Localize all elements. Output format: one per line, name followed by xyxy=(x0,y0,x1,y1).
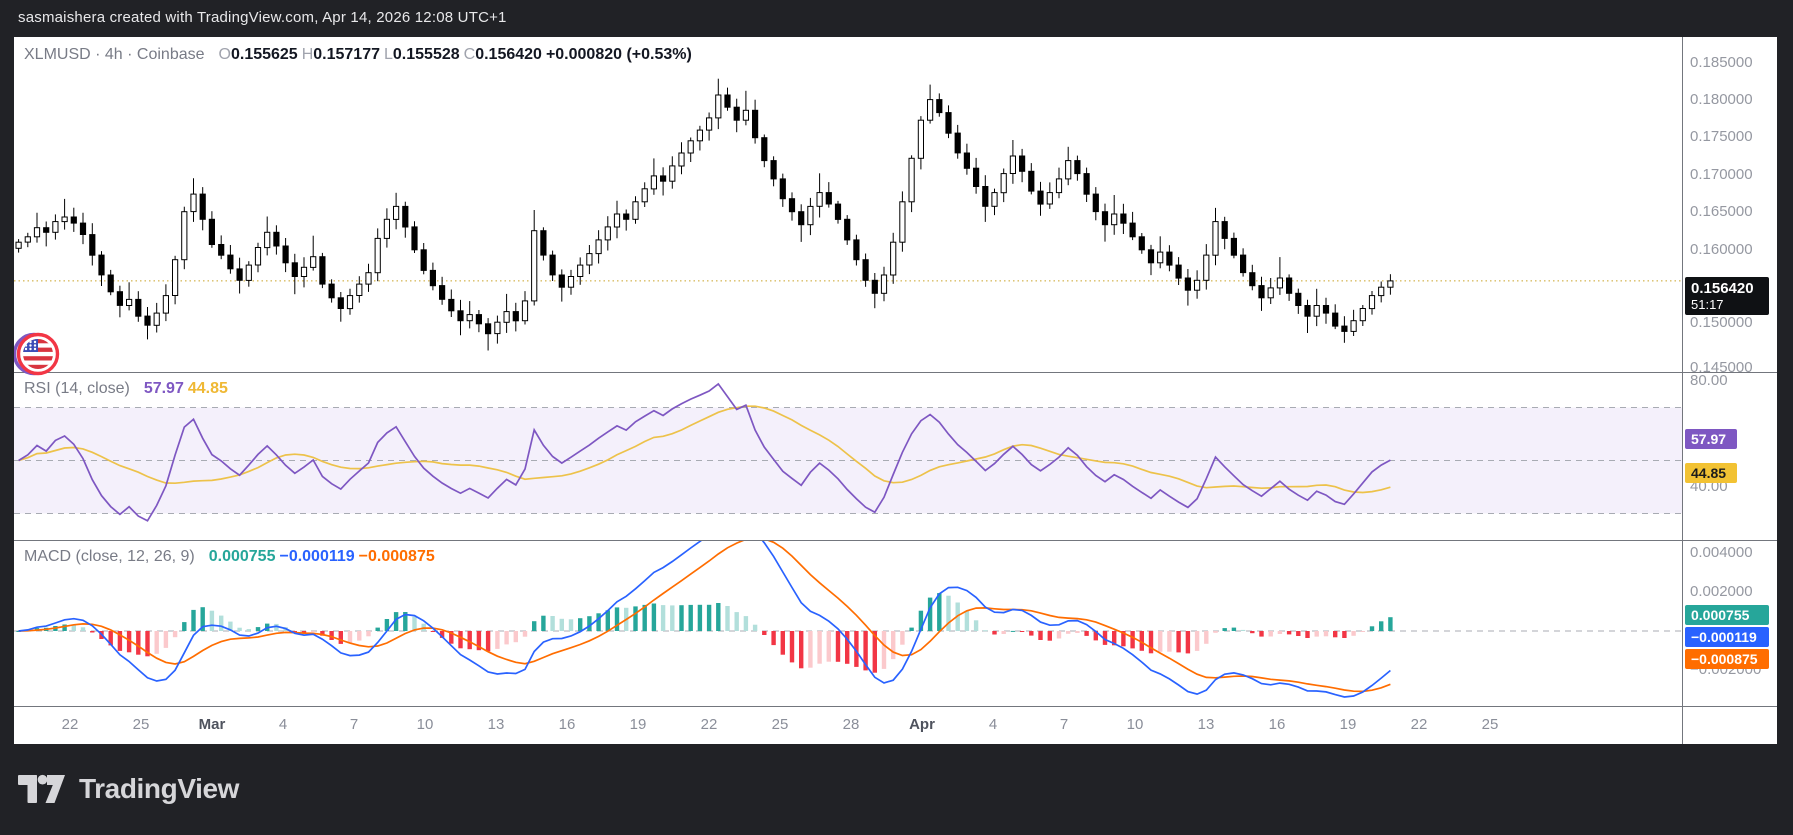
us-flag-sticker-icon xyxy=(14,332,60,376)
symbol-title: XLMUSD · 4h · Coinbase xyxy=(24,46,205,63)
pane-separator-rsi xyxy=(14,372,1777,373)
time-axis-label: 19 xyxy=(1339,716,1357,733)
macd-pane-chart[interactable] xyxy=(14,540,1682,706)
macd-axis-label: 0.004000 xyxy=(1690,544,1753,561)
time-axis-label: 4 xyxy=(988,716,998,733)
time-axis-label: 4 xyxy=(278,716,288,733)
time-axis-separator xyxy=(14,706,1777,707)
change-value: +0.000820 (+0.53%) xyxy=(545,46,692,63)
time-axis-label: 28 xyxy=(842,716,860,733)
macd-hist-value: 0.000755 xyxy=(208,548,276,565)
macd-legend[interactable]: MACD (close, 12, 26, 9) 0.000755 −0.000119… xyxy=(24,548,435,566)
macd-title: MACD (close, 12, 26, 9) xyxy=(24,548,195,565)
time-axis-label: 22 xyxy=(700,716,718,733)
rsi-title: RSI (14, close) xyxy=(24,380,130,397)
chart-area: XLMUSD · 4h · Coinbase O0.155625 H0.157177… xyxy=(14,37,1777,744)
high-value: 0.157177 xyxy=(313,46,380,63)
time-axis-label: 13 xyxy=(1197,716,1215,733)
time-axis-label: 10 xyxy=(1126,716,1144,733)
time-axis[interactable]: 22 25 Mar 4 7 10 13 16 19 22 25 28 Apr 4 7 10 13 16 19 22 25 xyxy=(14,707,1682,744)
time-axis-label: 10 xyxy=(416,716,434,733)
watermark-title: sasmaishera created with TradingView.com… xyxy=(18,9,507,26)
rsi-value: 57.97 xyxy=(143,380,184,397)
macd-hist-badge: 0.000755 xyxy=(1685,605,1769,625)
close-label: C xyxy=(463,46,476,63)
time-axis-label: 22 xyxy=(61,716,79,733)
time-axis-label: Apr xyxy=(909,716,935,733)
time-axis-label: 13 xyxy=(487,716,505,733)
close-value: 0.156420 xyxy=(475,46,542,63)
price-pane-chart[interactable] xyxy=(14,37,1682,372)
macd-signal-badge: −0.000875 xyxy=(1685,649,1769,669)
bar-countdown: 51:17 xyxy=(1691,297,1724,312)
time-axis-label: 7 xyxy=(1059,716,1069,733)
price-axis-label: 0.170000 xyxy=(1690,166,1753,183)
time-axis-label: 25 xyxy=(132,716,150,733)
rsi-value-badge: 57.97 xyxy=(1685,429,1737,449)
rsi-axis-label: 80.00 xyxy=(1690,372,1728,389)
price-axis-label: 0.185000 xyxy=(1690,54,1753,71)
macd-axis-label: 0.002000 xyxy=(1690,583,1753,600)
last-price-badge: 0.156420 51:17 xyxy=(1685,277,1769,315)
rsi-pane-chart[interactable] xyxy=(14,372,1682,540)
macd-line-value: −0.000119 xyxy=(279,548,355,565)
rsi-ma-value: 44.85 xyxy=(187,380,228,397)
low-value: 0.155528 xyxy=(392,46,460,63)
price-axis-label: 0.160000 xyxy=(1690,241,1753,258)
time-axis-label: 25 xyxy=(1481,716,1499,733)
time-axis-label: 22 xyxy=(1410,716,1428,733)
time-axis-label: 25 xyxy=(771,716,789,733)
pane-separator-macd xyxy=(14,540,1777,541)
price-axis-label: 0.165000 xyxy=(1690,203,1753,220)
price-axis-label: 0.180000 xyxy=(1690,91,1753,108)
time-axis-label: 7 xyxy=(349,716,359,733)
rsi-legend[interactable]: RSI (14, close) 57.97 44.85 xyxy=(24,380,228,398)
time-axis-label: 19 xyxy=(629,716,647,733)
price-axis-label: 0.150000 xyxy=(1690,314,1753,331)
time-axis-label: Mar xyxy=(198,716,226,733)
price-scale-divider xyxy=(1682,37,1683,744)
time-axis-label: 16 xyxy=(1268,716,1286,733)
price-axis-label: 0.175000 xyxy=(1690,128,1753,145)
tradingview-logo[interactable]: TradingView xyxy=(18,772,239,806)
tradingview-logo-text: TradingView xyxy=(79,773,240,804)
tradingview-logo-icon xyxy=(18,774,65,803)
last-price-value: 0.156420 xyxy=(1691,280,1754,297)
open-label: O xyxy=(218,46,231,63)
macd-line-badge: −0.000119 xyxy=(1685,627,1769,647)
time-axis-label: 16 xyxy=(558,716,576,733)
high-label: H xyxy=(301,46,314,63)
open-value: 0.155625 xyxy=(230,46,298,63)
rsi-ma-badge: 44.85 xyxy=(1685,463,1737,483)
macd-signal-value: −0.000875 xyxy=(358,548,435,565)
symbol-legend[interactable]: XLMUSD · 4h · Coinbase O0.155625 H0.157177… xyxy=(24,46,692,64)
low-label: L xyxy=(384,46,393,63)
price-axis-label: 0.145000 xyxy=(1690,359,1753,376)
